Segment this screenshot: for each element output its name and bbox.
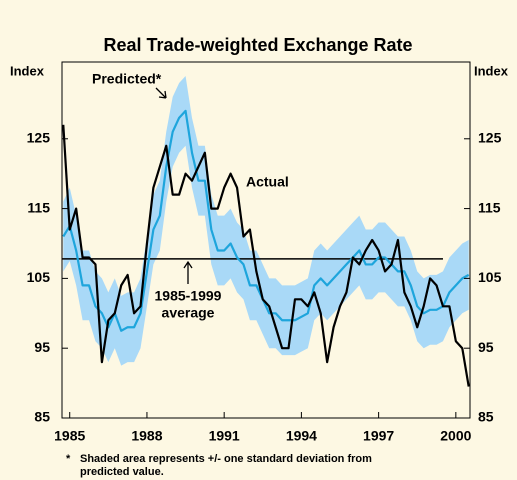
annotation: 1985-1999 bbox=[155, 288, 222, 304]
y2-tick-label: 125 bbox=[478, 129, 502, 145]
x-tick-label: 1997 bbox=[363, 428, 394, 444]
y-tick-label: 125 bbox=[27, 129, 51, 145]
y2-tick-label: 95 bbox=[478, 339, 494, 355]
arrow bbox=[155, 87, 167, 99]
y-axis-label: Index bbox=[10, 63, 45, 78]
y-tick-label: 115 bbox=[27, 199, 50, 215]
y2-tick-label: 85 bbox=[478, 409, 494, 425]
y-tick-label: 85 bbox=[34, 409, 50, 425]
annotation: average bbox=[162, 305, 215, 321]
y2-tick-label: 115 bbox=[478, 199, 501, 215]
y2-axis-label: Index bbox=[474, 63, 509, 78]
y-tick-label: 95 bbox=[34, 339, 50, 355]
annotation: Actual bbox=[246, 174, 289, 190]
y-tick-label: 105 bbox=[27, 269, 51, 285]
x-tick-label: 1988 bbox=[131, 428, 162, 444]
series-line bbox=[62, 124, 470, 387]
x-tick-label: 1991 bbox=[209, 428, 240, 444]
x-tick-label: 1985 bbox=[54, 428, 85, 444]
x-tick-label: 1994 bbox=[286, 428, 317, 444]
footnote: predicted value. bbox=[80, 466, 164, 478]
arrow bbox=[183, 260, 193, 284]
x-tick-label: 2000 bbox=[440, 428, 471, 444]
y2-tick-label: 105 bbox=[478, 269, 502, 285]
plot-frame bbox=[61, 61, 471, 419]
footnote: Shaded area represents +/- one standard … bbox=[80, 453, 372, 465]
chart-title: Real Trade-weighted Exchange Rate bbox=[103, 35, 412, 55]
annotation: Predicted* bbox=[92, 71, 162, 87]
footnote: * bbox=[66, 453, 71, 465]
